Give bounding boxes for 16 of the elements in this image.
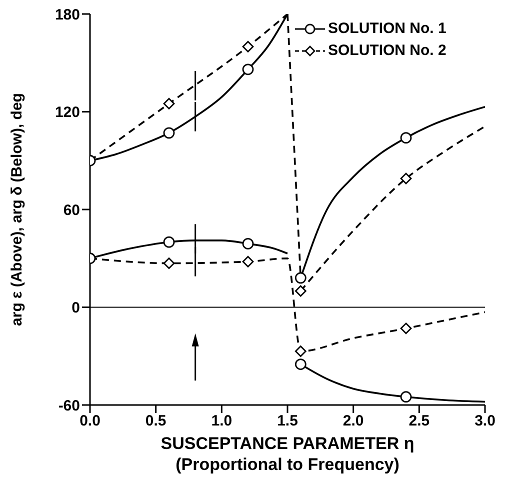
x-tick-label: 1.0 — [211, 412, 232, 430]
x-tick-label: 0.5 — [145, 412, 166, 430]
x-tick-label: 3.0 — [474, 412, 496, 430]
x-tick-label: 2.5 — [408, 412, 430, 430]
y-tick-label: -60 — [58, 397, 80, 414]
y-tick-label: 180 — [54, 6, 80, 24]
x-axis-title: SUSCEPTANCE PARAMETER η (Proportional to Frequency) — [160, 434, 414, 474]
y-axis-title: arg ε (Above), arg δ (Below), deg — [8, 93, 26, 326]
y-tick-label: 60 — [63, 202, 80, 219]
y-tick-label: 0 — [72, 300, 80, 317]
legend-label: SOLUTION No. 1 — [328, 19, 446, 39]
y-tick-label: 120 — [54, 104, 80, 122]
legend-label: SOLUTION No. 2 — [328, 41, 446, 61]
x-tick-label: 0.0 — [80, 412, 100, 430]
x-tick-label: 2.0 — [342, 412, 364, 430]
x-tick-label: 1.5 — [277, 412, 298, 430]
